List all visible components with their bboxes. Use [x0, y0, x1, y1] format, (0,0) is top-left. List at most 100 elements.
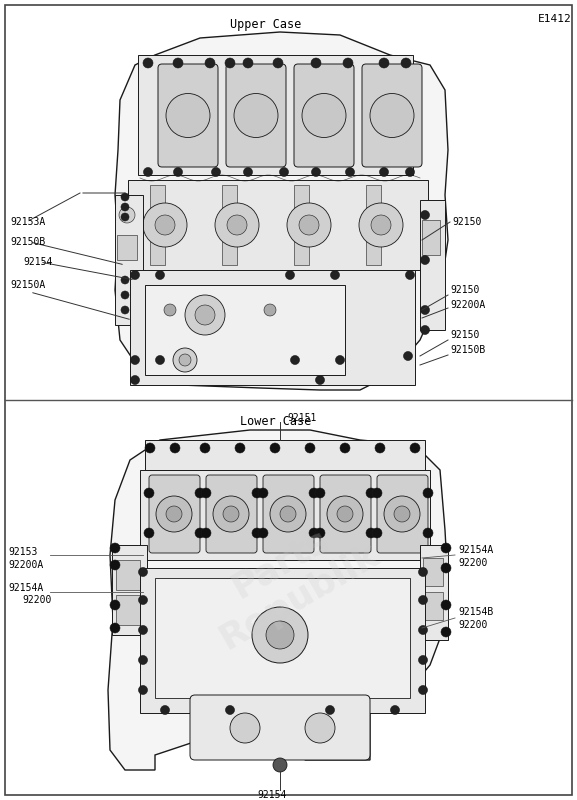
Circle shape: [143, 203, 187, 247]
Circle shape: [441, 563, 451, 573]
Circle shape: [252, 488, 262, 498]
Circle shape: [406, 167, 414, 177]
Bar: [116, 560, 140, 590]
Text: Parts
Republik: Parts Republik: [194, 503, 385, 657]
Text: 92150: 92150: [450, 285, 479, 295]
Bar: [150, 185, 165, 265]
Text: 92151: 92151: [287, 413, 316, 423]
Circle shape: [441, 600, 451, 610]
Circle shape: [315, 528, 325, 538]
FancyBboxPatch shape: [158, 64, 218, 167]
Bar: [145, 440, 425, 470]
Circle shape: [243, 58, 253, 68]
Circle shape: [145, 443, 155, 453]
Circle shape: [164, 304, 176, 316]
Circle shape: [200, 443, 210, 453]
Bar: [128, 180, 428, 270]
Circle shape: [174, 167, 182, 177]
Circle shape: [421, 326, 429, 334]
Circle shape: [423, 488, 433, 498]
Circle shape: [110, 623, 120, 633]
Bar: [112, 545, 147, 635]
Bar: [116, 595, 140, 625]
Bar: [130, 270, 415, 385]
Circle shape: [305, 443, 315, 453]
Circle shape: [370, 94, 414, 138]
Bar: [366, 185, 381, 265]
Circle shape: [110, 560, 120, 570]
Bar: [138, 55, 413, 175]
Bar: [117, 235, 137, 260]
Circle shape: [144, 488, 154, 498]
Circle shape: [138, 655, 148, 665]
Bar: [222, 185, 237, 265]
Circle shape: [418, 595, 428, 605]
Circle shape: [280, 506, 296, 522]
Circle shape: [372, 528, 382, 538]
Circle shape: [121, 203, 129, 211]
Bar: [140, 470, 430, 560]
Circle shape: [223, 506, 239, 522]
Circle shape: [309, 488, 319, 498]
FancyBboxPatch shape: [294, 64, 354, 167]
Circle shape: [327, 496, 363, 532]
Circle shape: [423, 528, 433, 538]
Circle shape: [340, 443, 350, 453]
Bar: [420, 545, 448, 640]
Circle shape: [138, 626, 148, 634]
Circle shape: [337, 506, 353, 522]
Circle shape: [371, 215, 391, 235]
Circle shape: [441, 627, 451, 637]
Circle shape: [130, 355, 140, 365]
Circle shape: [205, 58, 215, 68]
Circle shape: [235, 443, 245, 453]
Circle shape: [312, 167, 320, 177]
Text: 92150B: 92150B: [10, 237, 45, 247]
Circle shape: [406, 270, 414, 279]
Circle shape: [173, 348, 197, 372]
Circle shape: [121, 291, 129, 299]
Bar: [140, 568, 425, 713]
Circle shape: [335, 355, 344, 365]
Circle shape: [366, 488, 376, 498]
Text: 92150B: 92150B: [450, 345, 485, 355]
Circle shape: [155, 215, 175, 235]
Circle shape: [185, 295, 225, 335]
Circle shape: [110, 600, 120, 610]
Circle shape: [311, 58, 321, 68]
Circle shape: [213, 496, 249, 532]
Circle shape: [315, 488, 325, 498]
Text: 92200A: 92200A: [450, 300, 485, 310]
Circle shape: [138, 595, 148, 605]
Circle shape: [273, 58, 283, 68]
Text: Lower Case: Lower Case: [240, 415, 311, 428]
Circle shape: [179, 354, 191, 366]
Text: 92154A: 92154A: [458, 545, 493, 555]
Polygon shape: [115, 32, 448, 390]
Circle shape: [226, 706, 234, 714]
Circle shape: [270, 496, 306, 532]
Circle shape: [121, 213, 129, 221]
FancyBboxPatch shape: [362, 64, 422, 167]
Circle shape: [138, 686, 148, 694]
Circle shape: [375, 443, 385, 453]
Text: Upper Case: Upper Case: [230, 18, 301, 31]
Circle shape: [273, 758, 287, 772]
Text: 92150: 92150: [450, 330, 479, 340]
Circle shape: [421, 210, 429, 219]
Circle shape: [195, 528, 205, 538]
Text: 92150A: 92150A: [10, 280, 45, 290]
Text: 92200: 92200: [22, 595, 51, 605]
Circle shape: [234, 94, 278, 138]
Circle shape: [166, 94, 210, 138]
Circle shape: [258, 488, 268, 498]
Circle shape: [325, 706, 335, 714]
Circle shape: [279, 167, 288, 177]
Bar: [422, 220, 440, 255]
FancyBboxPatch shape: [377, 475, 428, 553]
Circle shape: [299, 215, 319, 235]
Circle shape: [143, 58, 153, 68]
FancyBboxPatch shape: [190, 695, 370, 760]
Bar: [145, 285, 345, 375]
Circle shape: [195, 488, 205, 498]
